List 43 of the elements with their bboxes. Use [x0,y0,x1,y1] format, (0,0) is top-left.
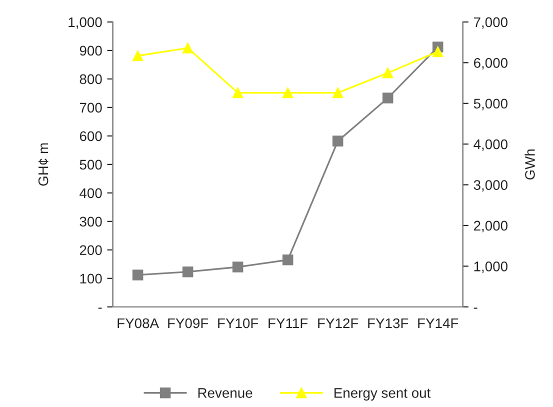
point [232,262,244,272]
y-tick-label: 100 [80,274,102,284]
y-tick-label: 400 [80,188,102,198]
y-tick-label: - [98,308,102,309]
point [232,87,244,98]
point [432,46,444,58]
y2-tick-label: 5,000 [474,98,508,110]
y-tick-label: 1,000 [68,17,102,29]
x-tick-label: FY08A [118,318,160,328]
y2-tick-label: 7,000 [474,17,508,29]
point [382,92,394,104]
point [332,136,344,146]
y2-tick-label: - [474,308,478,309]
point [282,254,294,266]
y2-tick-label: 1,000 [474,262,508,273]
point [332,87,344,98]
y-tick-label: 800 [80,74,102,84]
legend-label: Revenue [198,388,252,398]
y2-axis-title: GWh [524,150,535,180]
y2-tick-label: 6,000 [474,58,508,70]
y2-tick-label: 2,000 [474,220,508,232]
y-tick-label: 300 [80,216,102,227]
y-tick-label: 500 [80,160,102,170]
legend-label: Energy sent out [334,388,431,401]
point [182,42,194,54]
x-tick-label: FY14F [418,318,458,328]
y-axis-title: GH¢ m [38,143,48,186]
point [182,266,194,278]
point [132,50,144,62]
point [382,67,394,78]
y2-tick-label: 4,000 [474,139,508,151]
x-tick-label: FY09F [168,318,208,328]
y-tick-label: 600 [80,131,102,142]
x-tick-label: FY10F [218,318,258,328]
y-tick-label: 900 [80,46,102,56]
x-tick-label: FY11F [268,318,308,328]
point [132,270,144,280]
y-tick-label: 200 [80,245,102,256]
y-tick-label: 700 [80,102,102,113]
point [282,87,294,98]
x-tick-label: FY13F [368,318,408,328]
y2-tick-label: 3,000 [474,180,508,192]
x-tick-label: FY12F [318,318,358,328]
